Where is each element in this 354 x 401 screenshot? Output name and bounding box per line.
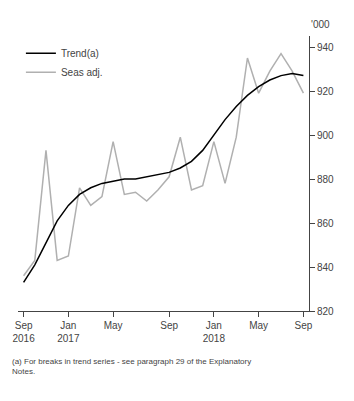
svg-text:May: May: [249, 320, 268, 331]
svg-text:880: 880: [317, 174, 334, 185]
svg-text:May: May: [104, 320, 123, 331]
svg-text:Jan2018: Jan2018: [203, 320, 226, 344]
svg-text:'000: '000: [311, 19, 330, 30]
svg-text:Jan2017: Jan2017: [57, 320, 80, 344]
svg-text:Seas adj.: Seas adj.: [61, 67, 103, 78]
svg-text:(a) For breaks in trend series: (a) For breaks in trend series - see par…: [12, 357, 251, 376]
svg-text:860: 860: [317, 218, 334, 229]
svg-text:Trend(a): Trend(a): [61, 48, 99, 59]
svg-text:940: 940: [317, 42, 334, 53]
svg-text:Sep: Sep: [295, 320, 313, 331]
svg-text:920: 920: [317, 86, 334, 97]
svg-text:Sep: Sep: [160, 320, 178, 331]
svg-text:Sep2016: Sep2016: [12, 320, 35, 344]
svg-text:900: 900: [317, 130, 334, 141]
svg-text:820: 820: [317, 306, 334, 317]
svg-text:840: 840: [317, 262, 334, 273]
